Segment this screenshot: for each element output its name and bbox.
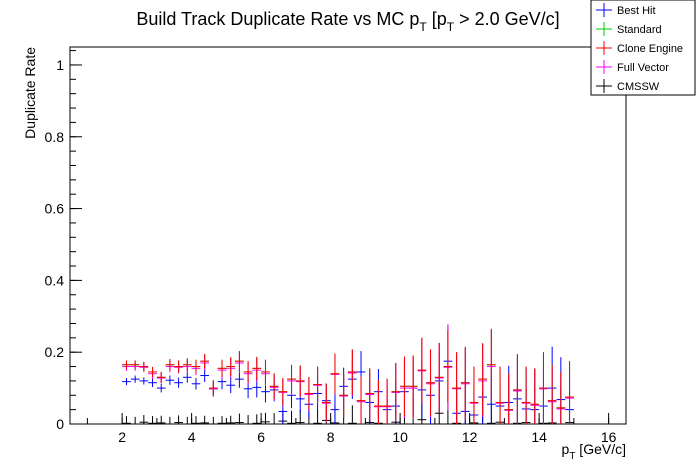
y-tick-label: 0.2 <box>45 344 65 360</box>
y-tick-label: 0 <box>56 416 64 432</box>
legend-label: Standard <box>617 24 662 36</box>
chart-title: Build Track Duplicate Rate vs MC pT [pT … <box>136 9 559 34</box>
x-axis-title: pT [GeV/c] <box>562 441 626 462</box>
series-clone-engine <box>122 328 574 424</box>
x-tick-label: 8 <box>327 429 335 445</box>
legend: Best Hit Standard Clone Engine Full Vector C… <box>590 0 696 96</box>
series-full-vector <box>122 324 574 424</box>
x-tick-label: 2 <box>118 429 126 445</box>
x-tick-label: 14 <box>531 429 547 445</box>
legend-label: CMSSW <box>617 81 660 93</box>
x-tick-label: 10 <box>392 429 408 445</box>
y-tick-label: 0.8 <box>45 129 65 145</box>
series-cmssw <box>122 382 574 425</box>
x-axis: 2 4 6 8 10 12 14 16 <box>86 413 617 445</box>
y-tick-label: 1 <box>56 57 64 73</box>
y-tick-label: 0.4 <box>45 272 65 288</box>
series-layer <box>122 324 574 425</box>
y-axis-title: Duplicate Rate <box>22 47 38 139</box>
x-tick-label: 16 <box>601 429 617 445</box>
x-tick-label: 12 <box>462 429 478 445</box>
plot-frame <box>69 46 627 425</box>
legend-label: Clone Engine <box>617 43 683 55</box>
legend-label: Best Hit <box>617 5 656 17</box>
x-tick-label: 6 <box>257 429 265 445</box>
y-axis: 0 0.2 0.4 0.6 0.8 1 <box>45 50 82 432</box>
legend-label: Full Vector <box>617 62 669 74</box>
y-tick-label: 0.6 <box>45 201 65 217</box>
x-tick-label: 4 <box>188 429 196 445</box>
